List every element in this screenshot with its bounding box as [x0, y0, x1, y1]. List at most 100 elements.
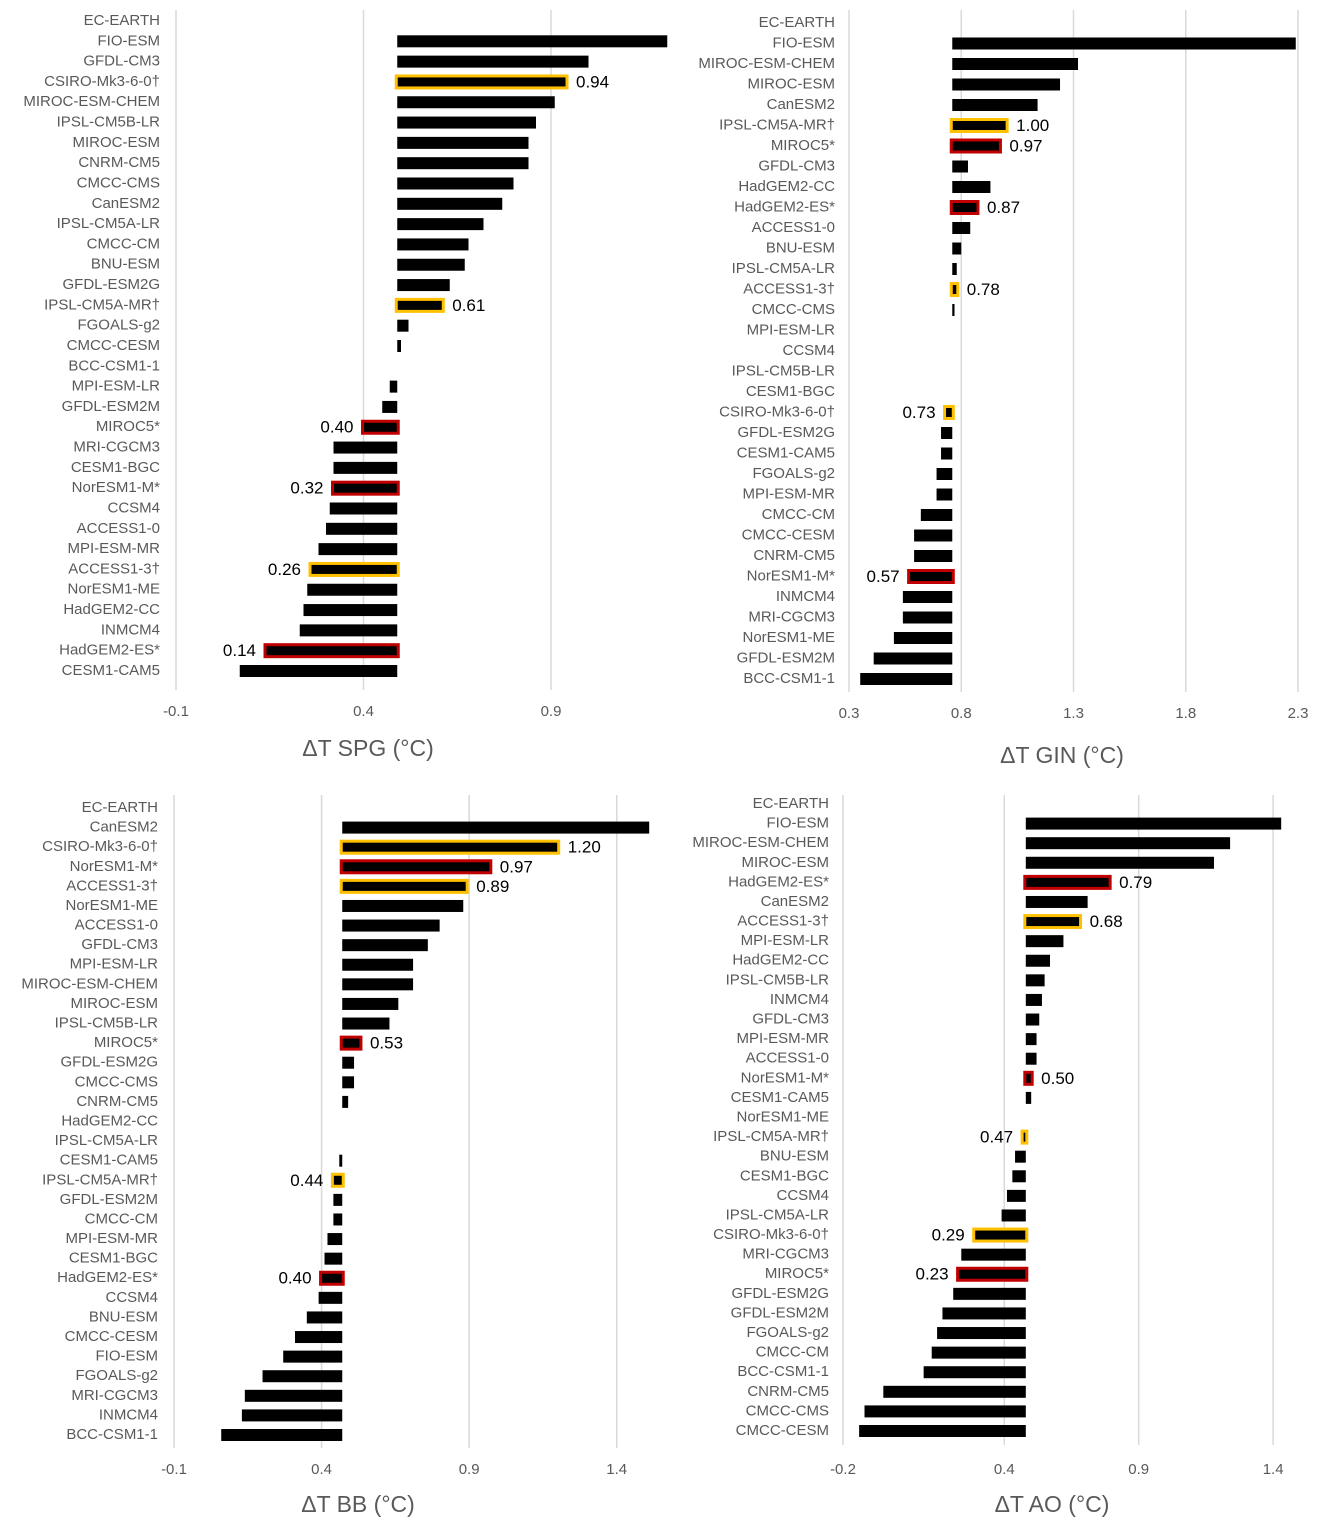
category-label: ACCESS1-0	[746, 1050, 829, 1067]
bar	[283, 1350, 343, 1363]
bar	[394, 297, 445, 313]
category-label: CESM1-CAM5	[731, 1089, 829, 1106]
category-label: MIROC-ESM	[748, 75, 836, 92]
category-label: ACCESS1-0	[75, 917, 158, 934]
category-label: MIROC-ESM-CHEM	[692, 834, 829, 851]
category-label: CMCC-CMS	[77, 174, 160, 191]
category-label: ACCESS1-3†	[66, 877, 158, 894]
category-label: CCSM4	[782, 342, 835, 359]
category-label: CMCC-CMS	[75, 1073, 158, 1090]
bar	[883, 1385, 1026, 1398]
category-label: HadGEM2-ES*	[59, 642, 160, 659]
bar	[382, 400, 398, 413]
bar	[1025, 1052, 1037, 1065]
category-label: MIROC-ESM	[742, 854, 830, 871]
bar	[333, 1193, 343, 1206]
category-label: INMCM4	[770, 991, 829, 1008]
bar	[952, 263, 957, 275]
category-label: BNU-ESM	[91, 256, 160, 273]
category-label: NorESM1-ME	[742, 629, 835, 646]
category-label: NorESM1-M*	[70, 858, 159, 875]
category-label: MIROC-ESM	[71, 995, 159, 1012]
bar	[949, 282, 960, 297]
category-label: GFDL-ESM2G	[731, 1285, 829, 1302]
bar	[342, 939, 428, 952]
bar	[893, 632, 953, 644]
category-label: CNRM-CM5	[753, 547, 835, 564]
bar	[397, 55, 589, 68]
value-label: 0.29	[932, 1226, 965, 1245]
bar	[342, 1056, 355, 1069]
bar	[1025, 837, 1231, 850]
category-label: FGOALS-g2	[75, 1367, 158, 1384]
value-label: 0.44	[290, 1171, 323, 1190]
category-label: HadGEM2-ES*	[57, 1269, 158, 1286]
value-label: 0.32	[290, 479, 323, 498]
category-label: IPSL-CM5A-MR†	[44, 296, 160, 313]
bar	[1025, 974, 1045, 987]
bar	[324, 1252, 343, 1265]
bar	[339, 1035, 363, 1051]
bar	[241, 1409, 343, 1422]
bar	[339, 878, 469, 894]
bar	[859, 1425, 1026, 1437]
category-label: HadGEM2-CC	[738, 178, 835, 195]
value-label: 0.50	[1041, 1069, 1074, 1088]
category-label: MIROC5*	[96, 418, 160, 435]
bar	[330, 1172, 345, 1188]
bar	[397, 136, 529, 149]
category-label: CESM1-BGC	[740, 1167, 829, 1184]
category-label: MPI-ESM-LR	[747, 321, 836, 338]
bar	[936, 488, 953, 501]
bar	[1015, 1150, 1026, 1163]
bar	[342, 1095, 349, 1108]
bar	[1025, 993, 1042, 1006]
category-label: IPSL-CM5A-MR†	[713, 1128, 829, 1145]
bar	[952, 160, 968, 173]
bar	[342, 899, 464, 912]
category-label: MIROC5*	[94, 1034, 158, 1051]
category-label: FGOALS-g2	[752, 465, 835, 482]
category-label: INMCM4	[776, 588, 835, 605]
category-label: FIO-ESM	[767, 815, 830, 832]
x-tick-label: 0.9	[1128, 1461, 1149, 1478]
bar	[397, 238, 469, 251]
category-label: CMCC-CM	[756, 1344, 829, 1361]
x-tick-label: 0.4	[353, 703, 374, 720]
bar	[333, 461, 398, 474]
category-label: IPSL-CM5A-LR	[55, 1132, 159, 1149]
bar	[342, 978, 414, 991]
value-label: 0.40	[278, 1269, 311, 1288]
category-label: GFDL-ESM2M	[62, 398, 160, 415]
bar	[952, 181, 991, 193]
category-label: GFDL-ESM2G	[62, 276, 160, 293]
bar	[931, 1346, 1026, 1359]
axis-title: ΔT BB (°C)	[301, 1491, 415, 1517]
bar	[902, 591, 953, 603]
value-label: 0.68	[1090, 912, 1123, 931]
bar	[907, 569, 955, 584]
category-label: BCC-CSM1-1	[66, 1426, 158, 1443]
category-label: FIO-ESM	[96, 1348, 159, 1365]
bar	[952, 304, 955, 316]
category-label: CESM1-CAM5	[60, 1152, 158, 1169]
bar	[389, 380, 398, 393]
bar	[339, 839, 561, 855]
x-tick-label: 0.8	[951, 705, 972, 722]
category-label: MRI-CGCM3	[73, 439, 160, 456]
value-label: 1.20	[568, 838, 601, 857]
x-tick-label: 0.9	[459, 1461, 480, 1478]
category-label: CMCC-CM	[85, 1210, 158, 1227]
category-label: IPSL-CM5B-LR	[57, 114, 161, 131]
bar	[952, 99, 1038, 111]
category-label: CMCC-CM	[762, 506, 835, 523]
category-label: CNRM-CM5	[76, 1093, 158, 1110]
category-label: NorESM1-M*	[72, 479, 161, 496]
category-label: MPI-ESM-LR	[70, 956, 159, 973]
value-label: 0.97	[1009, 136, 1042, 155]
bar	[937, 1327, 1026, 1340]
category-label: MRI-CGCM3	[742, 1246, 829, 1263]
category-label: CanESM2	[761, 893, 829, 910]
bar	[1025, 954, 1050, 967]
bar	[1006, 1189, 1026, 1202]
